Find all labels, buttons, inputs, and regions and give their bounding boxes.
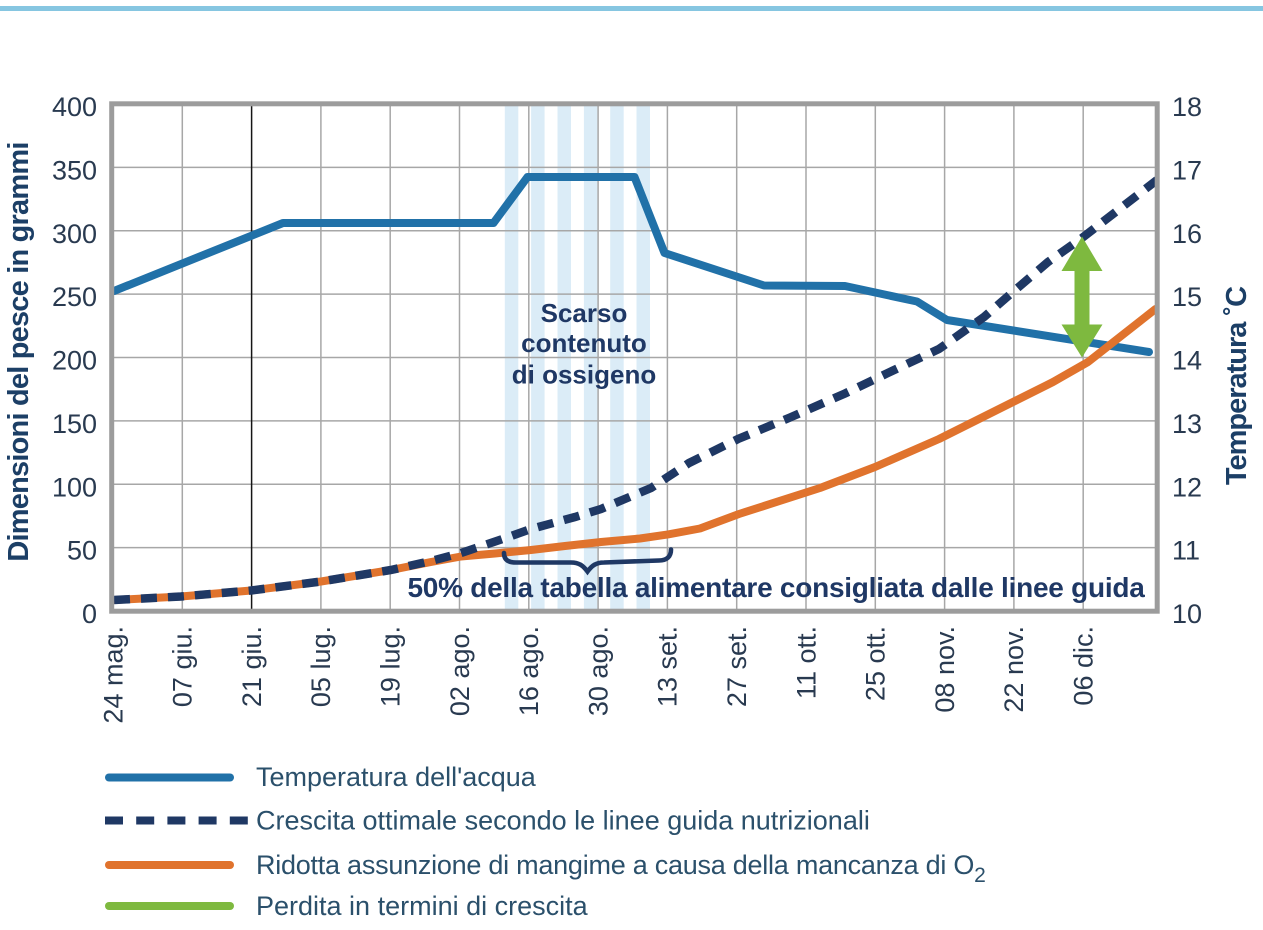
svg-text:Crescita ottimale secondo le l: Crescita ottimale secondo le linee guida… xyxy=(256,806,870,836)
svg-text:10: 10 xyxy=(1172,599,1202,629)
svg-text:Temperatura dell'acqua: Temperatura dell'acqua xyxy=(256,762,537,792)
svg-text:06 dic.: 06 dic. xyxy=(1068,626,1098,706)
svg-text:Ridotta assunzione di mangime: Ridotta assunzione di mangime a causa de… xyxy=(256,850,986,887)
svg-text:17: 17 xyxy=(1172,155,1202,185)
svg-text:16 ago.: 16 ago. xyxy=(514,626,544,716)
svg-text:14: 14 xyxy=(1172,346,1202,376)
svg-text:11 ott.: 11 ott. xyxy=(791,626,821,699)
svg-text:25 ott.: 25 ott. xyxy=(861,626,891,701)
svg-text:16: 16 xyxy=(1172,219,1202,249)
svg-text:22 nov.: 22 nov. xyxy=(999,626,1029,713)
svg-text:150: 150 xyxy=(52,409,97,439)
svg-text:300: 300 xyxy=(52,219,97,249)
svg-text:13 set.: 13 set. xyxy=(653,626,683,707)
svg-text:50: 50 xyxy=(67,536,97,566)
svg-text:11: 11 xyxy=(1172,536,1200,566)
svg-text:Temperatura ˚C: Temperatura ˚C xyxy=(1221,286,1253,485)
svg-text:0: 0 xyxy=(82,599,97,629)
svg-text:08 nov.: 08 nov. xyxy=(930,626,960,713)
svg-text:18: 18 xyxy=(1172,92,1202,122)
svg-text:30 ago.: 30 ago. xyxy=(583,626,613,716)
svg-text:15: 15 xyxy=(1172,282,1202,312)
svg-text:13: 13 xyxy=(1172,409,1202,439)
svg-text:350: 350 xyxy=(52,155,97,185)
svg-text:250: 250 xyxy=(52,282,97,312)
svg-text:200: 200 xyxy=(52,346,97,376)
svg-text:Dimensioni del pesce in grammi: Dimensioni del pesce in grammi xyxy=(3,142,35,561)
svg-text:19 lug.: 19 lug. xyxy=(375,626,405,707)
svg-text:100: 100 xyxy=(52,472,97,502)
svg-text:400: 400 xyxy=(52,92,97,122)
svg-text:21 giu.: 21 giu. xyxy=(237,626,267,707)
svg-text:24 mag.: 24 mag. xyxy=(98,626,128,724)
svg-text:contenuto: contenuto xyxy=(521,328,647,358)
svg-text:07 giu.: 07 giu. xyxy=(168,626,198,707)
svg-text:Scarso: Scarso xyxy=(541,298,628,328)
svg-text:di ossigeno: di ossigeno xyxy=(512,360,656,390)
svg-text:12: 12 xyxy=(1172,472,1202,502)
svg-text:50% della tabella alimentare: 50% della tabella alimentare consigliata… xyxy=(407,572,1145,603)
svg-text:Perdita in termini di crescita: Perdita in termini di crescita xyxy=(256,891,589,921)
svg-text:27 set.: 27 set. xyxy=(722,626,752,707)
svg-text:05 lug.: 05 lug. xyxy=(306,626,336,707)
svg-text:02 ago.: 02 ago. xyxy=(445,626,475,716)
